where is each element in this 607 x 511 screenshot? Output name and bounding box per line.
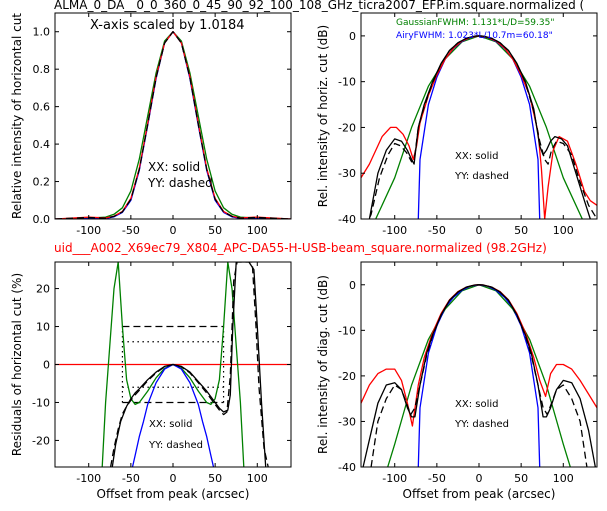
x-tick-label: -50 <box>428 472 446 485</box>
x-tick-label: 50 <box>514 224 528 237</box>
x-tick-label: 100 <box>247 224 268 237</box>
fwhm-annotation-1: AiryFWHM: 1.023*L/10.7m=60.18" <box>396 31 553 41</box>
plot-area <box>361 284 597 467</box>
y-tick-label: 10 <box>36 321 50 334</box>
plot-area <box>361 35 597 219</box>
figure-middle-title: uid___A002_X69ec79_X804_APC-DA55-H-USB-b… <box>54 241 547 255</box>
x-tick-label: -50 <box>122 224 140 237</box>
y-tick-label: 0.6 <box>33 101 51 114</box>
series-line-4 <box>370 284 588 467</box>
y-tick-label: 0.0 <box>33 213 51 226</box>
chart-top-left: -100 -50 0 50 100 0.0 0.2 0.4 0.6 0.8 1.0 Relative … <box>10 12 292 237</box>
x-axis-label: Offset from peak (arcsec) <box>403 487 556 501</box>
series-line-3 <box>55 31 291 219</box>
y-tick-label: -10 <box>338 324 356 337</box>
y-tick-label: 0 <box>43 359 50 372</box>
x-tick-label: -50 <box>428 224 446 237</box>
legend-text-1: YY: dashed <box>454 171 509 182</box>
legend-text-1: YY: dashed <box>148 440 203 451</box>
legend-text-0: XX: solid <box>455 151 498 162</box>
legend-text-0: XX: solid <box>148 160 200 174</box>
x-tick-label: -50 <box>122 472 140 485</box>
y-tick-label: -30 <box>338 167 356 180</box>
series-line-0 <box>375 35 597 219</box>
x-tick-label: -100 <box>76 224 101 237</box>
legend-text-1: YY: dashed <box>147 176 213 190</box>
y-tick-label: -10 <box>32 396 50 409</box>
x-tick-label: 100 <box>553 472 574 485</box>
series-line-1 <box>131 363 215 467</box>
y-tick-label: -20 <box>338 370 356 383</box>
x-tick-label: -100 <box>382 224 407 237</box>
y-tick-label: -30 <box>338 415 356 428</box>
y-axis-label: Rel. intensity of horiz. cut (dB) <box>316 25 330 207</box>
x-tick-label: 50 <box>208 224 222 237</box>
y-tick-label: 0.2 <box>33 176 51 189</box>
series-line-2 <box>55 31 291 219</box>
x-tick-label: 0 <box>170 224 177 237</box>
series-line-1 <box>417 35 541 219</box>
x-tick-label: 50 <box>208 472 222 485</box>
y-tick-label: -10 <box>338 76 356 89</box>
x-axis-label: Offset from peak (arcsec) <box>97 487 250 501</box>
x-tick-label: 0 <box>170 472 177 485</box>
series-line-1 <box>55 31 291 219</box>
x-tick-label: 100 <box>553 224 574 237</box>
series-line-3 <box>362 284 596 467</box>
series-line-1 <box>417 284 541 467</box>
y-axis-label: Relative intensity of horizontal cut <box>10 13 24 219</box>
plots-container: -100 -50 0 50 1000.00.20.40.60.81.0Relative … <box>10 12 598 501</box>
y-tick-label: -20 <box>32 434 50 447</box>
x-tick-label: 0 <box>476 472 483 485</box>
figure-top-title: ALMA_0_DA__0_0_360_0_45_90_92_100_108_GH… <box>54 0 584 12</box>
y-axis-label: Rel. intensity of diag. cut (dB) <box>316 275 330 454</box>
legend-text-0: XX: solid <box>455 399 498 410</box>
axes-frame <box>360 12 598 220</box>
series-line-2 <box>111 262 267 467</box>
y-tick-label: 0.8 <box>33 63 51 76</box>
y-tick-label: 20 <box>36 283 50 296</box>
fwhm-annotation-0: GaussianFWHM: 1.131*L/D=59.35" <box>396 18 554 28</box>
y-tick-label: -40 <box>338 213 356 226</box>
x-tick-label: 50 <box>514 472 528 485</box>
y-axis-label: Residuals of horizontal cut (%) <box>10 273 24 456</box>
y-tick-label: 0 <box>349 279 356 292</box>
series-line-3 <box>368 35 592 219</box>
x-tick-label: 0 <box>476 224 483 237</box>
legend-text-0: XX: solid <box>149 419 192 430</box>
plot-area <box>55 31 291 219</box>
legend-text-1: YY: dashed <box>454 419 509 430</box>
y-tick-label: 0.4 <box>33 138 51 151</box>
scale-annotation: X-axis scaled by 1.0184 <box>90 18 245 33</box>
x-tick-label: 100 <box>247 472 268 485</box>
series-line-0 <box>55 31 291 219</box>
y-tick-label: -40 <box>338 461 356 474</box>
series-line-2 <box>361 35 597 219</box>
x-tick-label: -100 <box>76 472 101 485</box>
y-tick-label: -20 <box>338 121 356 134</box>
y-tick-label: 1.0 <box>33 26 51 39</box>
y-tick-label: 0 <box>349 30 356 43</box>
plot-area <box>55 262 291 467</box>
series-line-0 <box>387 284 571 467</box>
series-line-4 <box>368 35 597 219</box>
series-line-3 <box>109 262 269 467</box>
x-tick-label: -100 <box>382 472 407 485</box>
